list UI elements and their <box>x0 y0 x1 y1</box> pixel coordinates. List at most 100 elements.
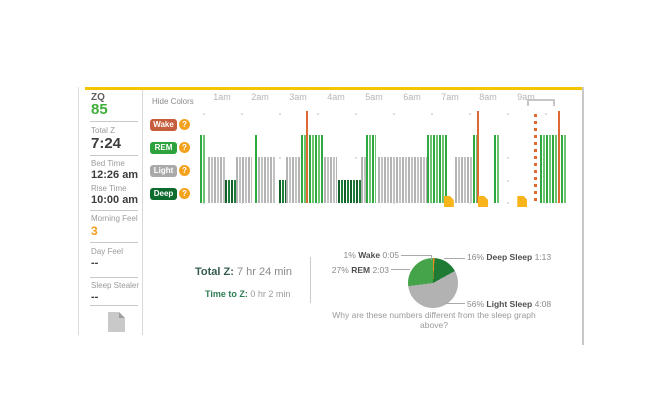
grid-dot <box>355 157 357 159</box>
sticky-note-icon[interactable] <box>478 196 488 207</box>
total-z-value: 7:24 <box>91 135 122 152</box>
help-question-icon[interactable]: ? <box>179 165 190 176</box>
leader-line-wake-drop <box>431 255 432 260</box>
sleep-segment-rem <box>308 135 324 203</box>
sleep-segment-light <box>258 157 276 203</box>
grid-dot <box>241 202 243 204</box>
morning-feel-label: Morning Feel <box>91 214 138 223</box>
sleep-segment-light <box>455 157 473 203</box>
summary-total-z-value: 7 hr 24 min <box>233 266 292 278</box>
sleep-segment-rem <box>301 135 306 203</box>
grid-dot <box>279 113 281 115</box>
bed-time-value: 12:26 am <box>91 169 139 181</box>
sleep-segment-light <box>324 157 338 203</box>
grid-dot <box>545 202 547 204</box>
current-time-marker <box>534 114 537 204</box>
axis-hour-label: 4am <box>327 92 345 102</box>
help-question-icon[interactable]: ? <box>179 142 190 153</box>
sleep-segment-rem <box>539 135 558 203</box>
help-question-icon[interactable]: ? <box>179 119 190 130</box>
sleep-segment-light <box>377 157 428 203</box>
summary-time-to-z-label: Time to Z: <box>205 289 248 299</box>
frame-left-line <box>78 87 79 335</box>
grid-dot <box>317 113 319 115</box>
grid-dot <box>279 202 281 204</box>
pie-label-wake: 1% Wake 0:05 <box>343 250 399 260</box>
grid-dot <box>203 202 205 204</box>
legend-deep-button[interactable]: Deep <box>150 188 177 200</box>
sleep-segment-rem <box>254 135 259 203</box>
sleep-stealer-value: -- <box>91 291 99 303</box>
sleep-segment-deep <box>225 180 236 203</box>
legend-light-button[interactable]: Light <box>150 165 177 177</box>
sleep-segment-rem <box>427 135 447 203</box>
grid-dot <box>393 202 395 204</box>
hide-colors-link[interactable]: Hide Colors <box>152 97 194 106</box>
summary-time-to-z-value: 0 hr 2 min <box>247 289 291 299</box>
grid-dot <box>355 113 357 115</box>
day-feel-label: Day Feel <box>91 247 124 256</box>
sticky-note-icon[interactable] <box>443 196 454 207</box>
summary-total-z: Total Z: 7 hr 24 min <box>195 266 292 278</box>
sleep-stealer-label: Sleep Stealer <box>91 281 140 290</box>
divider <box>90 210 138 211</box>
grid-dot <box>431 202 433 204</box>
axis-hour-label: 6am <box>403 92 421 102</box>
grid-dot <box>469 113 471 115</box>
grid-dot <box>469 202 471 204</box>
summary-total-z-label: Total Z: <box>195 266 234 278</box>
sleep-segment-deep <box>279 180 286 203</box>
zq-score: 85 <box>91 101 108 118</box>
grid-dot <box>507 202 509 204</box>
divider <box>90 305 138 306</box>
note-document-icon[interactable] <box>108 312 125 332</box>
divider <box>90 155 138 156</box>
pie-label-deep: 16% Deep Sleep 1:13 <box>467 252 552 262</box>
axis-hour-label: 2am <box>251 92 269 102</box>
axis-hour-label: 1am <box>213 92 231 102</box>
divider <box>90 242 138 243</box>
sticky-note-icon[interactable] <box>517 196 528 207</box>
sleep-segment-light <box>286 157 302 203</box>
total-z-label: Total Z <box>91 126 116 135</box>
rise-time-value: 10:00 am <box>91 194 139 206</box>
grid-dot <box>279 157 281 159</box>
grid-dot <box>507 113 509 115</box>
morning-feel-value: 3 <box>91 224 98 238</box>
leader-line-rem <box>391 269 410 270</box>
note-fold <box>523 196 528 200</box>
sleep-segment-rem <box>472 135 477 203</box>
axis-hour-label: 7am <box>441 92 459 102</box>
sleep-segment-light <box>361 157 366 203</box>
axis-hour-label: 9am <box>517 92 535 102</box>
help-question-icon[interactable]: ? <box>179 188 190 199</box>
sleep-segment-rem <box>199 135 207 203</box>
leader-line-light <box>444 303 465 304</box>
pie-label-rem: 27% REM 2:03 <box>331 265 389 275</box>
accent-top-bar <box>85 87 582 90</box>
grid-dot <box>355 202 357 204</box>
zq-label: ZQ <box>91 92 105 103</box>
selection-bracket <box>527 99 555 106</box>
grid-dot <box>203 113 205 115</box>
rise-time-label: Rise Time <box>91 184 127 193</box>
divider <box>90 121 138 122</box>
leader-line-deep <box>444 258 465 259</box>
sleep-segment-light <box>235 157 252 203</box>
pie-footnote-link[interactable]: Why are these numbers different from the… <box>332 310 536 330</box>
widget-right-border <box>582 87 584 345</box>
bed-time-label: Bed Time <box>91 159 125 168</box>
day-feel-value: -- <box>91 257 99 269</box>
sleep-segment-rem <box>365 135 376 203</box>
note-fold <box>449 196 454 200</box>
sleep-pie-chart <box>408 258 458 308</box>
sidebar-divider-vertical <box>142 90 143 335</box>
grid-dot <box>507 180 509 182</box>
pie-label-light: 56% Light Sleep 4:08 <box>467 299 552 309</box>
summary-time-to-z: Time to Z: 0 hr 2 min <box>205 289 290 299</box>
legend-wake-button[interactable]: Wake <box>150 119 177 131</box>
grid-dot <box>241 113 243 115</box>
axis-hour-label: 8am <box>479 92 497 102</box>
grid-dot <box>545 113 547 115</box>
legend-rem-button[interactable]: REM <box>150 142 177 154</box>
